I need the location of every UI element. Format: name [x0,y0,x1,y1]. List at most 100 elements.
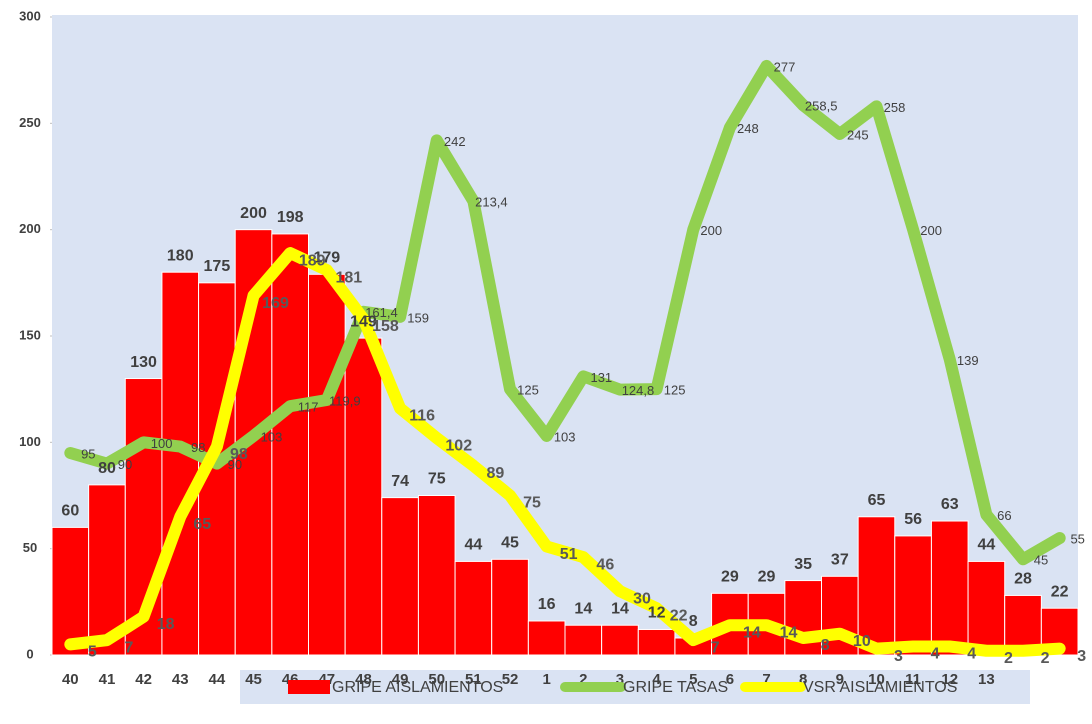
bar [308,273,346,656]
x-tick-label: 2 [579,671,587,688]
x-tick-label: 6 [726,671,734,688]
rate-label: 258,5 [805,99,838,114]
vsr-label: 30 [633,590,651,607]
line [64,59,1066,566]
bar [417,495,456,656]
vsr-label: 2 [1004,650,1013,667]
rate-label: 95 [81,446,95,461]
vsr-label: 7 [711,639,720,656]
vsr-label: 14 [743,624,761,641]
vsr-label: 46 [596,556,614,573]
vsr-label: 158 [372,318,399,335]
x-tick-label: 9 [836,671,844,688]
bar-label: 200 [240,205,267,222]
rate-label: 248 [737,121,759,136]
bar-label: 180 [167,247,194,264]
bar-label: 12 [648,605,666,622]
rate-label: 245 [847,127,869,142]
bar-label: 149 [350,313,377,330]
x-tick-label: 45 [245,671,262,688]
bar-label: 8 [689,613,698,630]
bar [894,535,932,656]
x-tick-label: 1 [543,671,551,688]
line [64,247,1066,657]
bar-label: 75 [428,471,446,488]
bar-label: 60 [61,503,79,520]
x-tick-label: 12 [941,671,958,688]
rate-label: 213,4 [475,195,508,210]
vsr-label: 98 [230,446,248,463]
bar-label: 130 [130,354,157,371]
bar-label: 29 [721,569,739,586]
bar [857,516,896,656]
y-tick-label: 300 [19,8,41,23]
bar [601,624,639,656]
rate-label: 55 [1070,531,1084,546]
rate-label: 277 [774,59,796,74]
rate-label: 90 [228,457,242,472]
vsr-label: 2 [1041,650,1050,667]
bar-label: 63 [941,496,959,513]
bar-label: 175 [204,258,231,275]
vsr-label: 7 [125,639,134,656]
vsr-label: 4 [967,646,976,663]
vsr-label: 3 [894,648,903,665]
bar [51,526,90,656]
bar-label: 29 [758,569,776,586]
rate-label: 98 [191,440,205,455]
y-tick-label: 250 [19,115,41,130]
x-tick-label: 44 [209,671,226,688]
rate-label: 125 [517,383,539,398]
bar-label: 16 [538,596,556,613]
y-tick-label: 100 [19,434,41,449]
bar-label: 44 [464,537,482,554]
bar [967,560,1006,656]
bar-label: 28 [1014,571,1032,588]
vsr-label: 3 [1077,648,1086,665]
bar-label: 179 [313,250,340,267]
rate-label: 66 [997,508,1011,523]
bar [454,560,493,656]
vsr-label: 116 [409,408,435,425]
x-tick-label: 3 [616,671,624,688]
bar-label: 56 [904,511,922,528]
bar [930,520,969,656]
legend [240,670,1030,704]
legend-swatch [288,680,330,694]
vsr-label: 18 [157,616,175,633]
rate-label: 90 [118,457,132,472]
vsr-label: 8 [821,637,830,654]
bar-label: 22 [1051,583,1069,600]
rate-label: 139 [957,353,979,368]
y-tick-label: 0 [26,646,33,661]
bar [381,497,419,656]
bar-label: 74 [391,473,409,490]
bar [564,624,603,656]
bar-label: 44 [977,537,995,554]
vsr-label: 14 [780,624,798,641]
x-tick-label: 49 [392,671,409,688]
rate-label: 103 [554,429,576,444]
bar [637,628,676,656]
x-tick-label: 10 [868,671,885,688]
bar-label: 37 [831,552,849,569]
bar-label: 65 [868,492,886,509]
rate-label: 45 [1034,553,1048,568]
y-tick-label: 50 [23,540,37,555]
rate-label: 124,8 [622,383,655,398]
vsr-label: 75 [523,495,541,512]
x-tick-label: 51 [465,671,482,688]
bar-label: 35 [794,556,812,573]
vsr-label: 181 [335,269,362,286]
bar-label: 45 [501,535,519,552]
bar [271,233,310,656]
rate-label: 258 [884,100,906,115]
vsr-label: 5 [88,644,97,661]
bar [344,337,383,656]
vsr-label: 10 [853,633,871,650]
rate-label: 125 [664,383,686,398]
x-tick-label: 42 [135,671,152,688]
rate-label: 161,4 [365,305,398,320]
legend-label: VSR AISLAMIENTOS [803,679,957,696]
